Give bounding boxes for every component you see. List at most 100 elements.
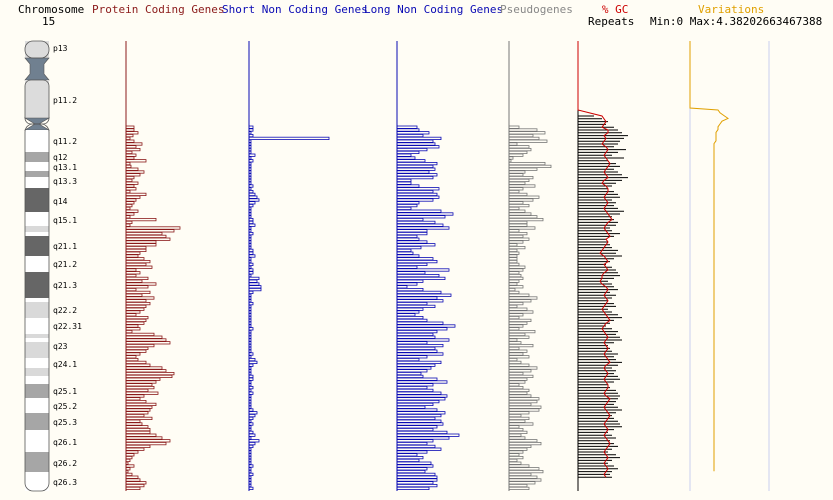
pseudogenes-bar xyxy=(508,377,528,381)
short-non-coding-bar xyxy=(248,329,252,334)
short-non-coding-bar xyxy=(248,436,252,440)
protein-coding-bar xyxy=(125,324,139,328)
long-non-coding-bar xyxy=(396,483,438,488)
long-non-coding-bar xyxy=(396,243,436,247)
chromosome-title: Chromosome 15 xyxy=(18,4,84,28)
long-non-coding-bar xyxy=(396,231,428,236)
pseudogenes-bar xyxy=(508,248,518,252)
short-non-coding-bar xyxy=(248,147,252,152)
short-non-coding-bar xyxy=(248,150,252,154)
long-non-coding-bar xyxy=(396,349,438,353)
short-non-coding-bar xyxy=(248,469,252,474)
pseudogenes-bar xyxy=(508,321,528,325)
short-non-coding-bar xyxy=(248,136,330,140)
short-non-coding-bar xyxy=(248,453,252,457)
long-non-coding-bar xyxy=(396,332,434,337)
band-label-q26.3: q26.3 xyxy=(53,478,77,487)
protein-coding-bar xyxy=(125,483,145,488)
band-q11.2 xyxy=(25,130,49,152)
protein-coding-bar xyxy=(125,282,157,286)
short-non-coding-bar xyxy=(248,209,252,213)
short-non-coding-bar xyxy=(248,257,252,261)
short-non-coding-bar xyxy=(248,276,260,281)
pseudogenes-bar xyxy=(508,343,534,348)
band-q22.32 xyxy=(25,334,49,338)
protein-coding-bar xyxy=(125,464,135,468)
pseudogenes-bar xyxy=(508,206,520,210)
pseudogenes-bar xyxy=(508,262,520,267)
pseudogenes-bar xyxy=(508,279,520,283)
pseudogenes-bar xyxy=(508,170,526,174)
protein-coding-bar xyxy=(125,444,151,449)
protein-coding-bar xyxy=(125,327,141,331)
long-non-coding-bar xyxy=(396,201,420,205)
band-q12 xyxy=(25,152,49,162)
short-non-coding-bar xyxy=(248,189,254,194)
protein-coding-bar xyxy=(125,371,175,376)
protein-coding-bar xyxy=(125,329,133,334)
long-non-coding-bar xyxy=(396,237,420,241)
protein-coding-bar xyxy=(125,385,155,390)
protein-coding-bar xyxy=(125,433,157,437)
short-non-coding-bar xyxy=(248,212,252,216)
long-non-coding-bar xyxy=(396,430,448,435)
protein-coding-bar xyxy=(125,453,135,457)
short-non-coding-bar xyxy=(248,201,256,205)
legend-variations-label: Variations xyxy=(698,3,765,16)
pseudogenes-bar xyxy=(508,290,520,295)
pseudogenes-bar xyxy=(508,203,530,208)
band-label-q14: q14 xyxy=(53,197,68,206)
short-non-coding-bar xyxy=(248,254,256,258)
pseudogenes-bar xyxy=(508,181,526,185)
pseudogenes-bar xyxy=(508,133,534,138)
long-non-coding-bar xyxy=(396,136,442,140)
protein-coding-bar xyxy=(125,419,141,423)
long-non-coding-bar xyxy=(396,170,430,174)
short-non-coding-bar xyxy=(248,447,252,451)
pseudogenes-bar xyxy=(508,229,520,233)
pseudogenes-bar xyxy=(508,324,524,328)
pseudogenes-bar xyxy=(508,366,538,370)
protein-coding-bar xyxy=(125,416,153,421)
legend-pseudogenes: Pseudogenes xyxy=(500,3,573,16)
pseudogenes-bar xyxy=(508,436,526,440)
protein-coding-bar xyxy=(125,369,167,373)
protein-coding-bar xyxy=(125,128,135,132)
pseudogenes-bar xyxy=(508,419,526,423)
protein-coding-bar xyxy=(125,251,141,255)
short-non-coding-bar xyxy=(248,413,256,418)
short-non-coding-bar xyxy=(248,296,252,300)
protein-coding-bar xyxy=(125,352,141,356)
band-label-q11.2: q11.2 xyxy=(53,137,77,146)
short-non-coding-bar xyxy=(248,425,252,429)
short-non-coding-bar xyxy=(248,366,252,370)
protein-coding-bar xyxy=(125,405,153,409)
pseudogenes-bar xyxy=(508,385,524,390)
pseudogenes-bar xyxy=(508,464,530,468)
long-non-coding-bar xyxy=(396,441,428,446)
band-label-q23: q23 xyxy=(53,342,68,351)
protein-coding-bar xyxy=(125,360,147,365)
pseudogenes-bar xyxy=(508,341,522,345)
protein-coding-bar xyxy=(125,167,139,171)
long-non-coding-bar xyxy=(396,139,434,143)
short-non-coding-bar xyxy=(248,385,254,390)
short-non-coding-bar xyxy=(248,299,252,303)
band-label-q12: q12 xyxy=(53,153,68,162)
long-non-coding-bar xyxy=(396,282,418,286)
long-non-coding-bar xyxy=(396,467,428,471)
band-q22.31 xyxy=(25,318,49,334)
long-non-coding-bar xyxy=(396,209,442,213)
short-non-coding-bar xyxy=(248,231,254,236)
short-non-coding-bar xyxy=(248,402,252,407)
pseudogenes-bar xyxy=(508,416,530,421)
short-non-coding-bar xyxy=(248,391,254,395)
long-non-coding-bar xyxy=(396,268,450,272)
pseudogenes-bar xyxy=(508,307,528,311)
protein-coding-bar xyxy=(125,234,167,238)
variations-line xyxy=(689,41,729,472)
long-non-coding-bar xyxy=(396,142,436,146)
protein-coding-bar xyxy=(125,458,131,463)
long-non-coding-bar xyxy=(396,181,412,185)
